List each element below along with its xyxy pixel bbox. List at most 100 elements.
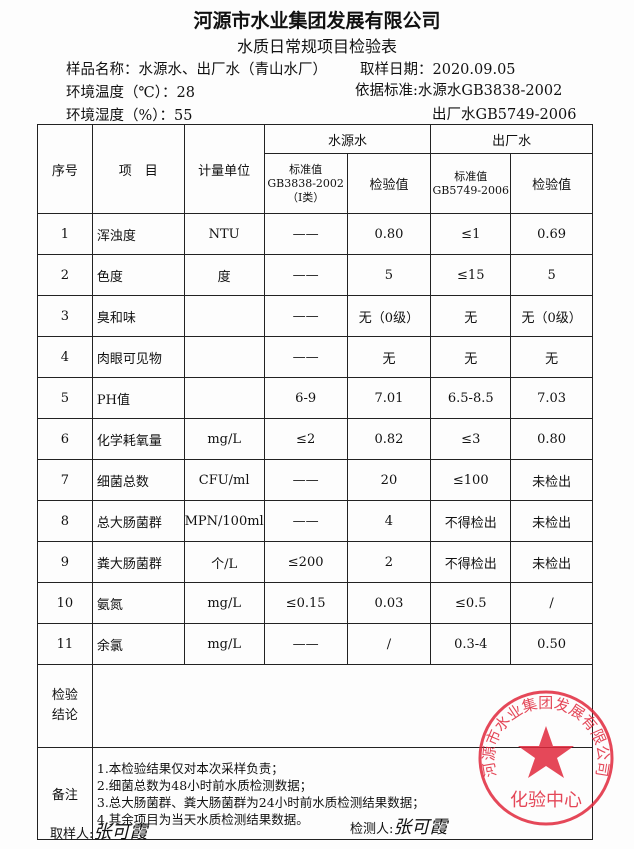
note-1: 1.本检验结果仅对本次采样负责；	[96, 760, 284, 776]
unit: mg/L	[183, 582, 265, 624]
source-value: /	[346, 623, 432, 665]
note-2: 2.细菌总数为48小时前水质检测数据；	[96, 777, 313, 793]
plant-value: 7.03	[510, 377, 593, 419]
item-name: 臭和味	[91, 295, 185, 337]
plant-standard: 不得检出	[430, 541, 512, 583]
unit	[183, 377, 265, 419]
company-title: 河源市水业集团发展有限公司	[193, 10, 441, 32]
temperature: 环境温度（℃）：28	[66, 85, 195, 101]
unit: CFU/ml	[183, 459, 265, 501]
plant-value: 未检出	[510, 541, 593, 583]
header-source-value: 检验值	[346, 153, 432, 214]
unit: 度	[183, 254, 265, 296]
source-value: 20	[346, 459, 432, 501]
humidity: 环境湿度（%）：55	[66, 108, 193, 124]
header-unit: 计量单位	[183, 124, 265, 214]
plant-standard: 6.5-8.5	[430, 377, 512, 419]
plant-standard: ≤3	[430, 418, 512, 460]
table-row: 4 肉眼可见物 —— 无无无	[37, 336, 593, 378]
table-row: 5 PH值 6-9 7.01 6.5-8.5 7.03	[37, 377, 593, 419]
plant-standard: ≤1	[430, 213, 512, 255]
row-no: 11	[37, 623, 93, 665]
item-name: 余氯	[91, 623, 185, 665]
svg-text:化验中心: 化验中心	[510, 790, 582, 811]
source-value: 5	[346, 254, 432, 296]
table-row: 3 臭和味 —— 无（0级）无无（0级）	[37, 295, 593, 337]
plant-value: 5	[510, 254, 593, 296]
results-table: 序号 项 目 计量单位 水源水 出厂水 标准值 GB3838-2002 （Ⅰ类） 检…	[37, 124, 594, 840]
tester: 检测人:张可霞	[350, 817, 448, 838]
unit	[183, 336, 265, 378]
sample-date: 取样日期：2020.09.05	[360, 62, 516, 78]
standard-plant: 出厂水GB5749-2006	[432, 107, 577, 123]
sampler-signature: 张可霞	[93, 822, 148, 843]
sampler: 取样人:张可霞	[50, 822, 148, 843]
plant-standard: 不得检出	[430, 500, 512, 542]
table-row: 2 色度度 —— 5 ≤15 5	[37, 254, 593, 296]
official-seal-stamp: 河源市水业集团发展有限公司 化验中心	[478, 690, 614, 826]
header-item: 项 目	[91, 124, 185, 214]
item-name: 氨氮	[91, 582, 185, 624]
note-4: 4.其余项目为当天水质检测结果数据。	[96, 811, 309, 827]
row-no: 4	[37, 336, 93, 378]
table-row: 9 粪大肠菌群 个/L ≤200 2 不得检出 未检出	[37, 541, 593, 583]
plant-standard: 0.3-4	[430, 623, 512, 665]
row-no: 8	[37, 500, 93, 542]
item-name: 化学耗氧量	[91, 418, 185, 460]
table-row: 8 总大肠菌群 MPN/100ml —— 4 不得检出 未检出	[37, 500, 593, 542]
report-title: 水质日常规项目检验表	[236, 37, 397, 56]
plant-value: 未检出	[510, 500, 593, 542]
source-value: 无（0级）	[346, 295, 432, 337]
sample-name: 样品名称：水源水、出厂水（青山水厂）	[66, 62, 327, 78]
plant-value: 0.69	[510, 213, 593, 255]
item-name: 色度	[91, 254, 185, 296]
tester-signature: 张可霞	[393, 817, 448, 838]
item-name: 细菌总数	[91, 459, 185, 501]
row-no: 1	[37, 213, 93, 255]
plant-standard: ≤15	[430, 254, 512, 296]
row-no: 6	[37, 418, 93, 460]
header-source-standard: 标准值 GB3838-2002 （Ⅰ类）	[263, 153, 348, 214]
source-standard: ——	[263, 254, 348, 296]
source-standard: ——	[263, 336, 348, 378]
source-standard: ——	[263, 623, 348, 665]
header-plant-standard: 标准值 GB5749-2006	[430, 153, 512, 214]
plant-value: 无	[510, 336, 593, 378]
item-name: PH值	[91, 377, 185, 419]
header-plant-water: 出厂水	[430, 124, 593, 154]
source-value: 0.80	[346, 213, 432, 255]
source-value: 0.82	[346, 418, 432, 460]
unit: mg/L	[183, 623, 265, 665]
table-row: 10 氨氮 mg/L ≤0.15 0.03 ≤0.5/	[37, 582, 593, 624]
plant-value: 无（0级）	[510, 295, 593, 337]
notes-label: 备注	[37, 747, 93, 840]
row-no: 5	[37, 377, 93, 419]
plant-value: /	[510, 582, 593, 624]
plant-standard: ≤100	[430, 459, 512, 501]
source-standard: ≤200	[263, 541, 348, 583]
source-standard: ——	[263, 213, 348, 255]
plant-value: 0.80	[510, 418, 593, 460]
plant-standard: 无	[430, 336, 512, 378]
unit: MPN/100ml	[183, 500, 265, 542]
standard: 依据标准:水源水GB3838-2002	[355, 83, 563, 99]
source-standard: 6-9	[263, 377, 348, 419]
unit	[183, 295, 265, 337]
row-no: 9	[37, 541, 93, 583]
row-no: 2	[37, 254, 93, 296]
star-icon	[518, 726, 574, 778]
source-standard: ≤2	[263, 418, 348, 460]
table-row: 11 余氯 mg/L ——/0.3-4 0.50	[37, 623, 593, 665]
plant-standard: ≤0.5	[430, 582, 512, 624]
table-row: 7 细菌总数 CFU/ml —— 20 ≤100 未检出	[37, 459, 593, 501]
source-value: 2	[346, 541, 432, 583]
conclusion-label: 检验结论	[37, 664, 93, 748]
note-3: 3.总大肠菌群、粪大肠菌群为24小时前水质检测结果数据；	[96, 794, 425, 810]
source-standard: ——	[263, 500, 348, 542]
header-plant-value: 检验值	[510, 153, 593, 214]
item-name: 浑浊度	[91, 213, 185, 255]
table-row: 1 浑浊度 NTU —— 0.80 ≤1 0.69	[37, 213, 593, 255]
unit: 个/L	[183, 541, 265, 583]
source-standard: ≤0.15	[263, 582, 348, 624]
row-no: 3	[37, 295, 93, 337]
